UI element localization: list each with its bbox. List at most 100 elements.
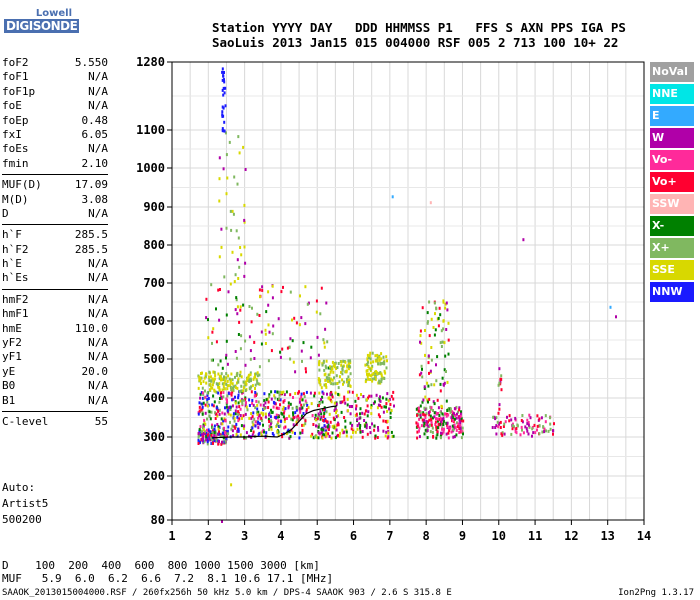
echo-point [205,297,208,301]
echo-point [219,359,222,363]
echo-point [527,423,530,427]
echo-point [497,411,500,415]
echo-point [242,145,245,149]
echo-point [222,167,225,171]
param-value: N/A [88,206,108,220]
echo-point [302,423,305,427]
echo-point [242,380,245,384]
echo-point [223,80,226,84]
echo-point [256,407,259,411]
echo-point [222,384,225,388]
echo-point [446,425,449,429]
echo-point [330,365,333,369]
echo-point [200,438,203,442]
echo-point [202,426,204,430]
echo-point [444,412,446,416]
param-value: N/A [88,350,108,364]
echo-point [278,393,281,397]
echo-point [209,388,211,392]
echo-point [215,340,218,344]
echo-point [529,416,532,420]
echo-point [281,435,284,439]
echo-point [262,403,265,407]
echo-point [390,394,393,398]
echo-point [295,321,298,325]
echo-point [428,300,431,304]
echo-point [318,360,321,363]
echo-point [221,78,224,82]
echo-point [288,436,291,440]
echo-point [264,342,267,345]
echo-point [238,265,241,269]
echo-point [224,131,227,135]
echo-point [221,422,224,426]
echo-point [202,380,205,384]
echo-point [292,396,294,399]
echo-point [526,429,529,433]
echo-point [225,192,228,196]
echo-point [262,413,264,417]
y-tick-label: 600 [143,314,165,328]
echo-point [437,423,440,426]
echo-point [527,432,530,436]
echo-point [234,401,237,405]
y-tick-label: 200 [143,469,165,483]
echo-point [237,135,240,139]
echo-point [282,415,285,419]
x-tick-label: 2 [205,529,212,543]
param-separator [2,410,108,412]
echo-point [222,86,225,90]
polarization-legend: NoVal NNE E W Vo- Vo+ SSW X- X+ SSE NNW [650,62,694,304]
echo-point [220,442,223,446]
echo-point [335,411,337,415]
echo-point [436,433,439,437]
echo-point [423,421,426,425]
echo-point [382,429,385,433]
echo-point [387,399,390,403]
echo-point [258,373,261,377]
echo-point [238,389,241,393]
echo-point [220,377,222,381]
echo-point [420,341,423,345]
echo-point [258,431,261,435]
echo-point [336,382,339,385]
echo-point [219,393,222,397]
param-name: D [2,206,9,220]
echo-point [365,378,368,382]
echo-point [427,411,430,415]
echo-point [239,246,242,249]
echo-point [360,393,362,396]
echo-point [302,403,305,407]
echo-point [455,428,458,432]
echo-point [368,426,371,429]
echo-point [302,412,305,415]
echo-point [205,428,208,432]
echo-point [270,408,272,412]
echo-point [325,410,328,414]
trace-line [211,405,338,439]
echo-point-outlier [609,305,612,309]
echo-point [455,421,458,425]
echo-point [552,429,554,433]
echo-point [356,424,359,428]
echo-point [522,431,525,435]
echo-point [337,423,340,427]
echo-point [331,425,334,429]
echo-point [378,381,381,385]
echo-point [254,387,256,390]
param-row: h`F 285.5 [2,228,108,242]
echo-point [282,390,285,394]
echo-point [201,402,204,406]
echo-point [457,410,459,414]
echo-point [364,424,367,428]
echo-point [301,423,304,427]
echo-point [376,357,379,361]
echo-point [219,288,221,291]
param-row: foEp 0.48 [2,114,108,128]
echo-point [212,429,214,433]
echo-point [347,381,350,384]
echo-point [545,429,547,433]
echo-point [229,420,231,424]
param-row: foEs N/A [2,142,108,156]
